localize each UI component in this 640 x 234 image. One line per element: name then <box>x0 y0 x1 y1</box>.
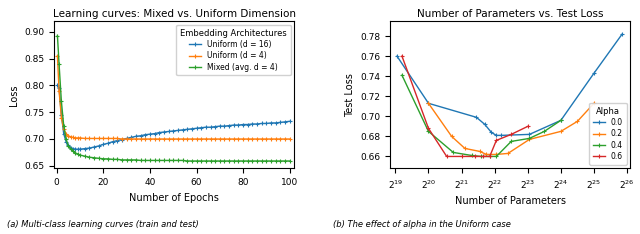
0.2 <box>493 153 500 156</box>
0.2 <box>476 150 484 153</box>
0.0 <box>472 116 480 119</box>
0.2 <box>424 102 432 105</box>
0.4 <box>424 130 432 133</box>
Mixed (avg. d = 4) <box>55 62 63 65</box>
Mixed (avg. d = 4) <box>54 34 61 37</box>
0.6 <box>424 127 432 130</box>
Uniform (d = 4) <box>118 138 126 140</box>
0.0 <box>525 133 533 136</box>
Mixed (avg. d = 4) <box>174 159 182 162</box>
Line: 0.2: 0.2 <box>426 101 596 157</box>
Mixed (avg. d = 4) <box>123 158 131 161</box>
Uniform (d = 16) <box>127 136 135 139</box>
Line: 0.6: 0.6 <box>400 54 530 158</box>
0.6 <box>486 155 493 158</box>
X-axis label: Number of Parameters: Number of Parameters <box>455 196 566 206</box>
0.4 <box>557 119 564 122</box>
0.4 <box>477 155 485 158</box>
Uniform (d = 16) <box>202 126 210 129</box>
0.4 <box>493 155 500 158</box>
0.0 <box>497 134 505 137</box>
0.6 <box>479 155 487 158</box>
0.6 <box>508 133 515 136</box>
Uniform (d = 4) <box>179 138 186 140</box>
0.2 <box>483 153 490 156</box>
0.4 <box>449 151 457 154</box>
0.2 <box>504 152 512 155</box>
Mixed (avg. d = 4) <box>286 160 294 162</box>
Mixed (avg. d = 4) <box>230 160 237 162</box>
Y-axis label: Loss: Loss <box>9 84 19 106</box>
X-axis label: Number of Epochs: Number of Epochs <box>129 193 220 203</box>
Line: Mixed (avg. d = 4): Mixed (avg. d = 4) <box>55 33 292 163</box>
0.0 <box>424 102 432 105</box>
Uniform (d = 16) <box>193 127 200 130</box>
0.6 <box>458 155 465 158</box>
Uniform (d = 16) <box>179 128 186 131</box>
0.0 <box>488 131 495 134</box>
Uniform (d = 4) <box>202 138 210 140</box>
0.0 <box>618 33 626 36</box>
Line: 0.0: 0.0 <box>395 32 624 137</box>
Uniform (d = 16) <box>55 87 63 89</box>
Uniform (d = 4) <box>286 138 294 140</box>
0.2 <box>590 102 598 105</box>
Uniform (d = 16) <box>72 148 79 151</box>
0.6 <box>524 125 532 128</box>
Uniform (d = 4) <box>193 138 200 140</box>
0.0 <box>493 134 500 137</box>
Uniform (d = 4) <box>55 89 63 92</box>
0.6 <box>443 155 451 158</box>
Text: (b) The effect of alpha in the Uniform case: (b) The effect of alpha in the Uniform c… <box>333 220 511 229</box>
0.6 <box>398 55 406 58</box>
0.4 <box>508 140 515 143</box>
0.4 <box>486 155 493 158</box>
0.2 <box>573 120 581 123</box>
0.4 <box>398 74 406 77</box>
Text: (a) Multi-class learning curves (train and test): (a) Multi-class learning curves (train a… <box>6 220 198 229</box>
Uniform (d = 16) <box>286 120 294 123</box>
0.4 <box>541 130 548 133</box>
Title: Number of Parameters vs. Test Loss: Number of Parameters vs. Test Loss <box>417 9 604 19</box>
Mixed (avg. d = 4) <box>193 160 200 162</box>
Legend: Uniform (d = 16), Uniform (d = 4), Mixed (avg. d = 4): Uniform (d = 16), Uniform (d = 4), Mixed… <box>176 25 291 75</box>
Line: Uniform (d = 4): Uniform (d = 4) <box>55 54 292 141</box>
0.0 <box>393 55 401 58</box>
Uniform (d = 16) <box>230 124 237 126</box>
0.0 <box>481 123 488 126</box>
Mixed (avg. d = 4) <box>202 160 210 162</box>
Uniform (d = 4) <box>127 138 135 140</box>
0.6 <box>471 155 479 158</box>
0.4 <box>468 154 476 157</box>
Uniform (d = 16) <box>54 84 61 87</box>
0.2 <box>557 130 564 133</box>
Title: Learning curves: Mixed vs. Uniform Dimension: Learning curves: Mixed vs. Uniform Dimen… <box>53 9 296 19</box>
Legend: 0.0, 0.2, 0.4, 0.6: 0.0, 0.2, 0.4, 0.6 <box>589 103 627 165</box>
Y-axis label: Test Loss: Test Loss <box>345 73 355 117</box>
0.6 <box>493 139 500 142</box>
0.4 <box>525 137 533 140</box>
0.0 <box>557 119 564 122</box>
0.2 <box>525 138 533 141</box>
Uniform (d = 4) <box>230 138 237 140</box>
0.2 <box>461 147 468 150</box>
Line: Uniform (d = 16): Uniform (d = 16) <box>55 83 292 151</box>
Line: 0.4: 0.4 <box>400 73 563 158</box>
0.0 <box>590 72 598 75</box>
Mixed (avg. d = 4) <box>184 160 191 162</box>
Uniform (d = 4) <box>54 55 61 57</box>
0.2 <box>448 135 456 138</box>
